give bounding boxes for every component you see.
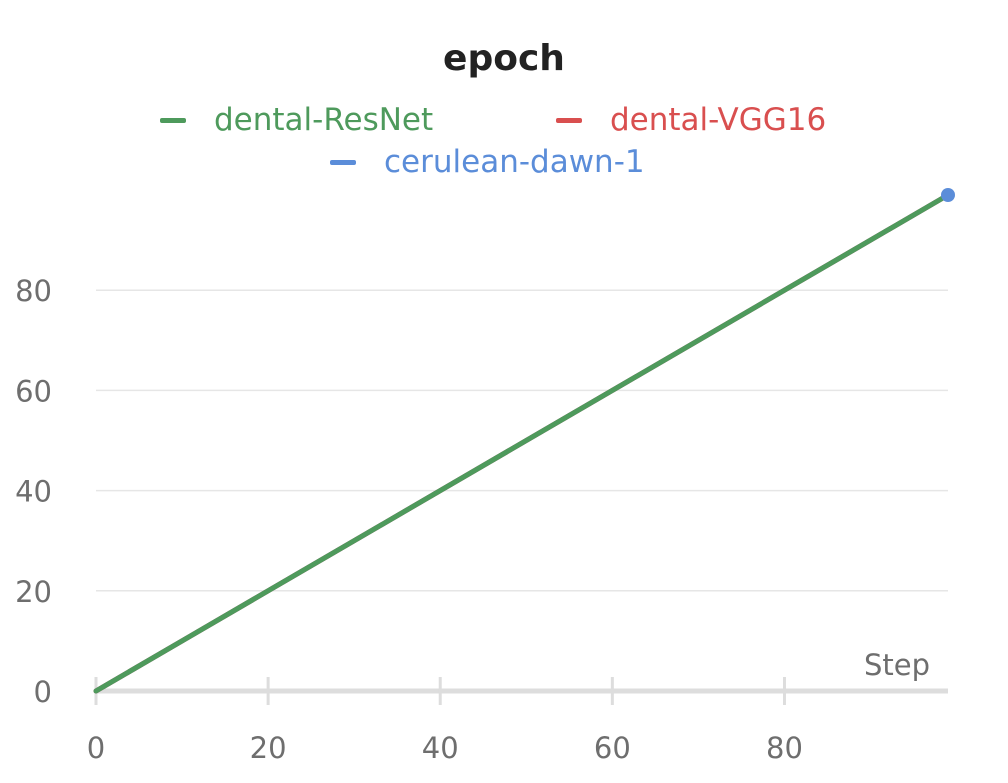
y-tick-label-80: 80	[15, 274, 52, 308]
series-line-dental-ResNet	[93, 192, 951, 694]
y-tick-label-60: 60	[15, 374, 52, 408]
x-tick-label-60: 60	[594, 731, 631, 765]
legend-swatch-dental-vgg16	[556, 117, 582, 123]
x-tick-label-20: 20	[250, 731, 287, 765]
axis-layer: 0 20 40 60 80 0 20 40 60 80	[15, 274, 948, 765]
legend-label-cerulean-dawn-1: cerulean-dawn-1	[384, 144, 645, 180]
legend-swatch-dental-resnet	[160, 117, 186, 123]
chart-title: epoch	[443, 38, 565, 79]
legend-item-dental-resnet[interactable]: dental-ResNet	[160, 100, 433, 140]
x-tick-label-40: 40	[422, 731, 459, 765]
series-end-point-cerulean-dawn-1	[941, 188, 955, 203]
x-tick-label-80: 80	[766, 731, 803, 765]
x-tick-label-0: 0	[87, 731, 105, 765]
legend-swatch-cerulean-dawn-1	[330, 159, 356, 165]
y-tick-label-20: 20	[15, 575, 52, 609]
x-axis-label: Step	[864, 648, 930, 682]
legend-label-dental-resnet: dental-ResNet	[214, 102, 434, 138]
legend-item-dental-vgg16[interactable]: dental-VGG16	[556, 100, 826, 140]
legend-label-dental-vgg16: dental-VGG16	[610, 102, 827, 138]
y-tick-label-40: 40	[15, 475, 52, 509]
legend-item-cerulean-dawn-1[interactable]: cerulean-dawn-1	[330, 142, 645, 182]
series-layer	[93, 188, 955, 694]
y-tick-label-0: 0	[34, 675, 52, 709]
grid-layer	[96, 289, 948, 592]
